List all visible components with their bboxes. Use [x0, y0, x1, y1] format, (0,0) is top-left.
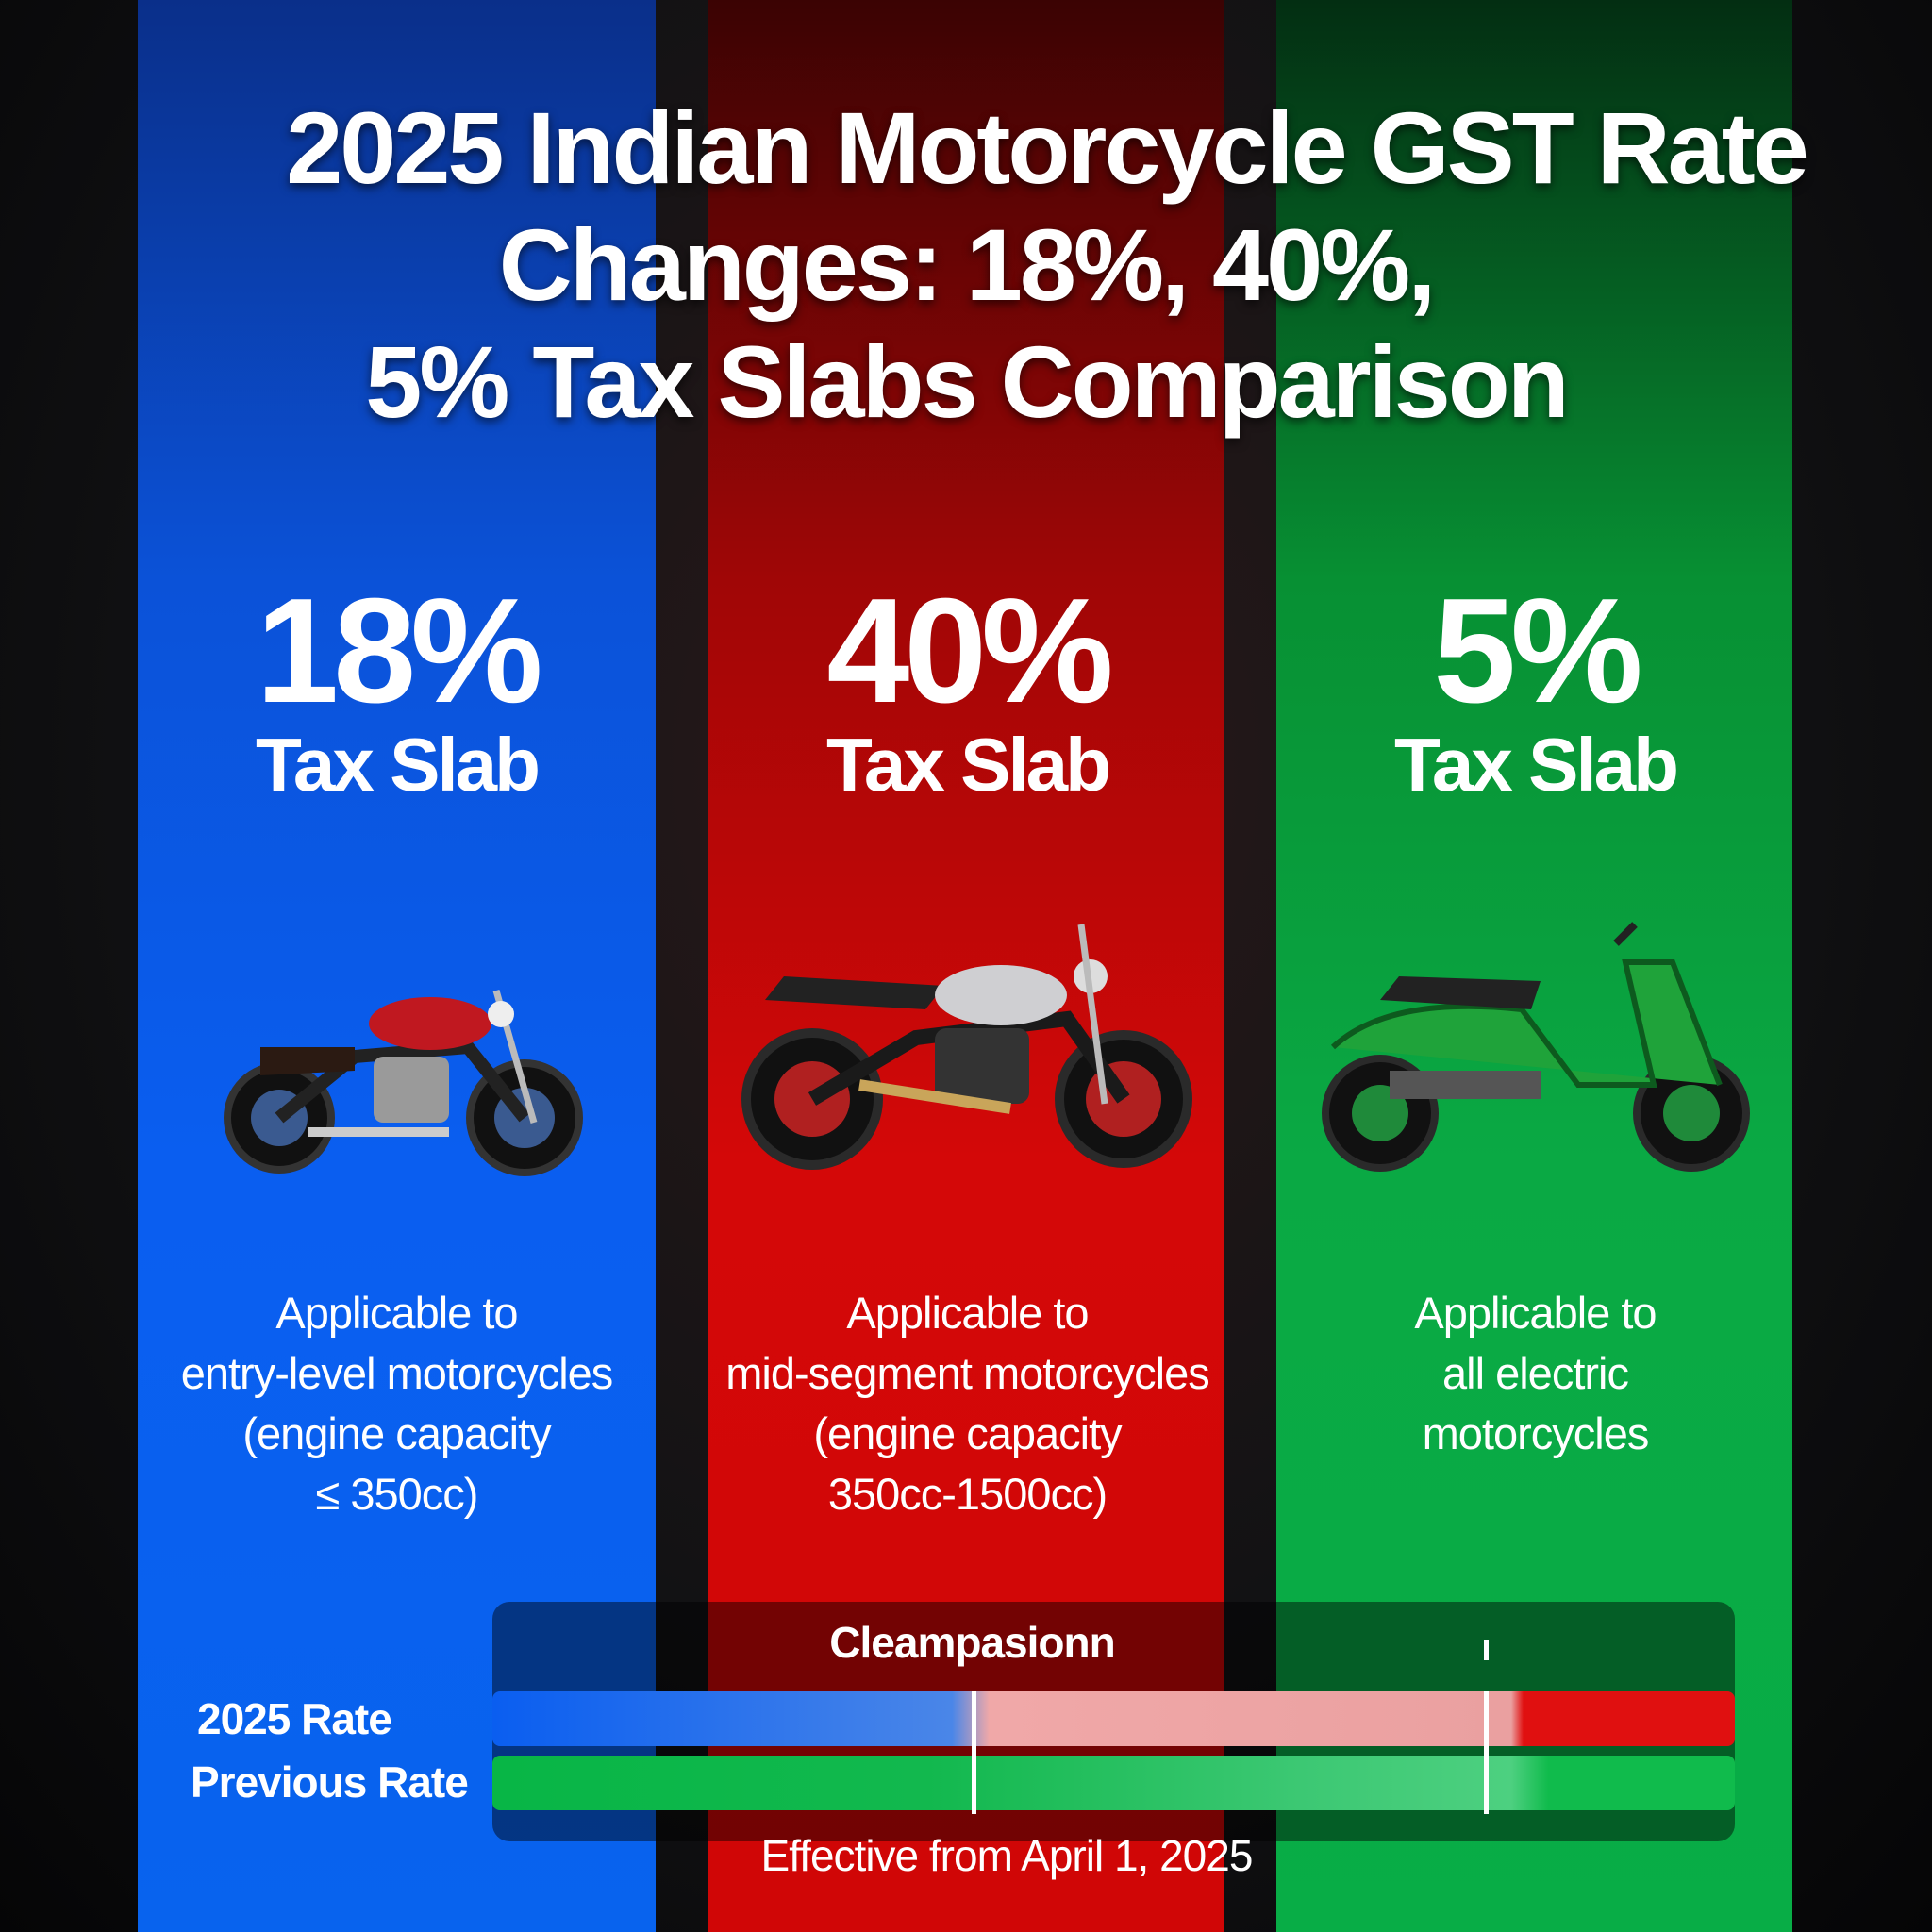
bar-divider — [1484, 1691, 1489, 1814]
desc-line: motorcycles — [1422, 1408, 1650, 1458]
rate-5: 5% — [1433, 568, 1642, 734]
bar-divider-tick — [1484, 1640, 1489, 1660]
desc-line: Applicable to — [1414, 1288, 1657, 1338]
bar-divider — [972, 1691, 976, 1814]
desc-line: (engine capacity — [242, 1408, 551, 1458]
rate-2025-bar — [492, 1691, 1735, 1746]
column-5-percent — [1276, 0, 1792, 1932]
column-40-percent — [708, 0, 1224, 1932]
effective-date: Effective from April 1, 2025 — [760, 1831, 1254, 1880]
desc-line: mid-segment motorcycles — [725, 1348, 1209, 1398]
desc-line: Applicable to — [846, 1288, 1089, 1338]
comparison-panel: Cleampasionn — [492, 1602, 1735, 1841]
comparison-heading-text: Cleampasionn — [829, 1618, 1115, 1667]
tax-slab-label: Tax Slab — [825, 723, 1111, 807]
row-label-2025-rate: 2025 Rate — [197, 1694, 392, 1743]
slab-description: Applicable to mid-segment motorcycles (e… — [708, 1283, 1226, 1524]
rate-40: 40% — [826, 568, 1113, 734]
column-18-percent — [138, 0, 656, 1932]
previous-rate-bar — [492, 1756, 1735, 1810]
desc-line: all electric — [1442, 1348, 1629, 1398]
rate-18: 18% — [256, 568, 542, 734]
row-label-previous-rate: Previous Rate — [191, 1757, 469, 1807]
electric-scooter-icon — [1322, 922, 1750, 1172]
cruiser-motorcycle-icon — [224, 990, 583, 1176]
desc-line: ≤ 350cc) — [315, 1469, 479, 1519]
slab-description: Applicable to entry-level motorcycles (e… — [138, 1283, 656, 1524]
desc-line: 350cc-1500cc) — [827, 1469, 1108, 1519]
desc-line: (engine capacity — [813, 1408, 1122, 1458]
desc-line: Applicable to — [275, 1288, 518, 1338]
title-line-1: 2025 Indian Motorcycle GST Rate — [286, 91, 1809, 205]
comparison-heading: Cleampasionn — [492, 1602, 1735, 1683]
title-line-2: Changes: 18%, 40%, — [498, 208, 1436, 322]
page-title: 2025 Indian Motorcycle GST Rate Changes:… — [0, 90, 1932, 441]
title-line-3: 5% Tax Slabs Comparison — [365, 325, 1569, 439]
slab-description: Applicable to all electric motorcycles — [1276, 1283, 1794, 1464]
tax-slab-label: Tax Slab — [1393, 723, 1679, 807]
desc-line: entry-level motorcycles — [180, 1348, 614, 1398]
naked-motorcycle-icon — [741, 924, 1192, 1170]
tax-slab-label: Tax Slab — [255, 723, 541, 807]
